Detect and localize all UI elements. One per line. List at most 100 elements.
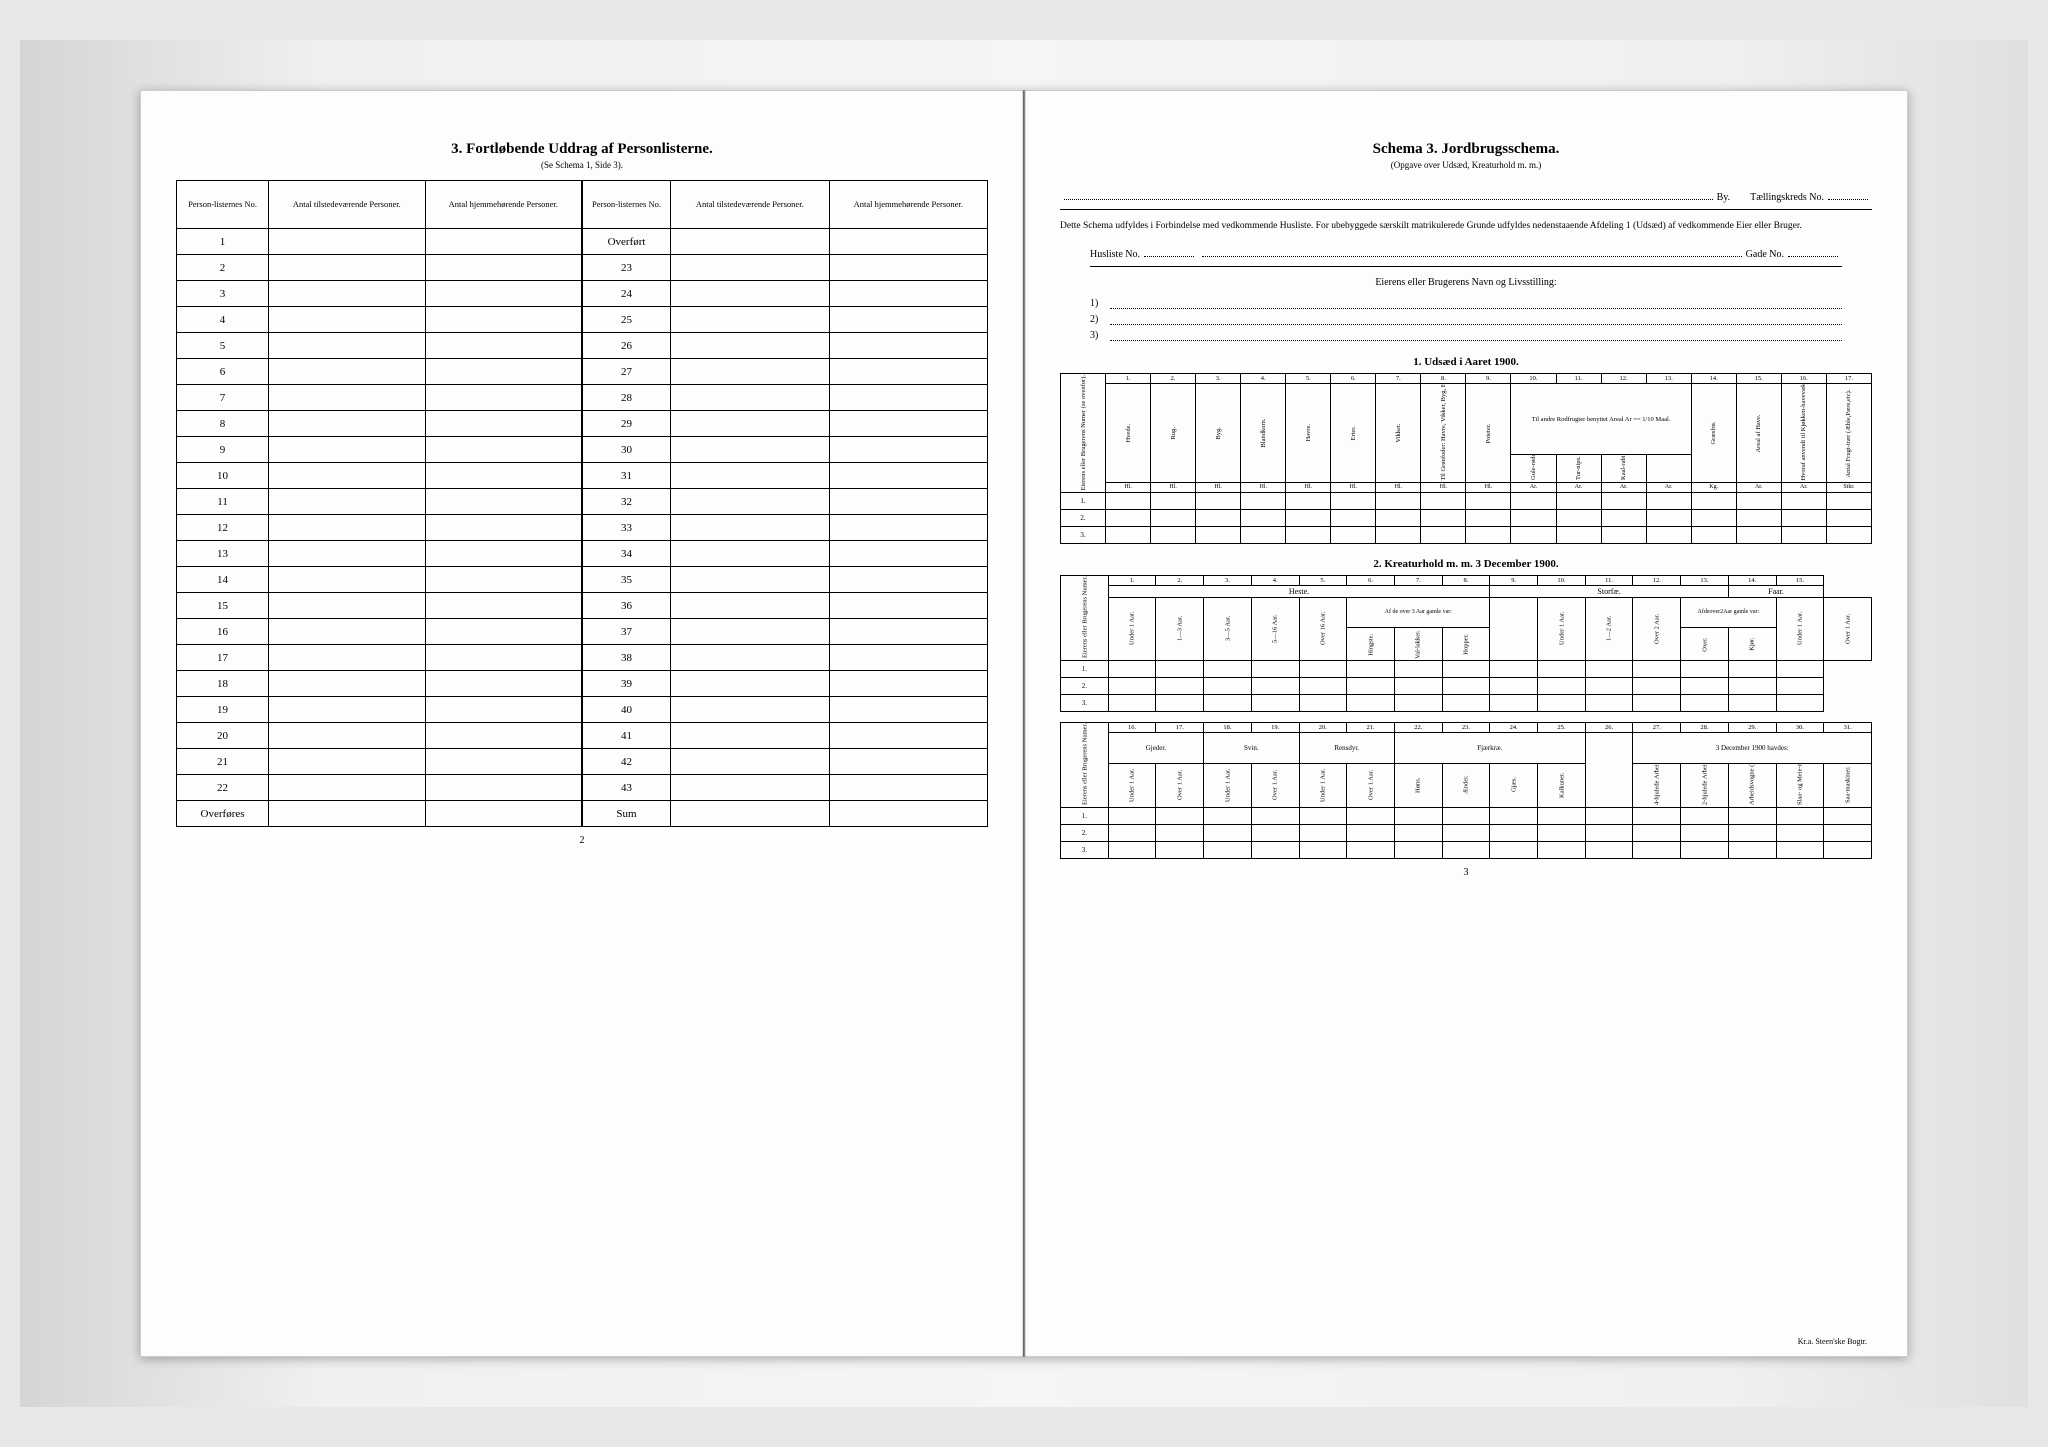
- scan-background: 3. Fortløbende Uddrag af Personlisterne.…: [20, 40, 2028, 1407]
- col-num: 7.: [1376, 374, 1421, 384]
- unit: Hl.: [1421, 482, 1466, 492]
- col-num: 29.: [1728, 722, 1776, 732]
- unit: Ar.: [1601, 482, 1646, 492]
- row-number: 30: [583, 437, 671, 463]
- row-number: 15: [177, 593, 269, 619]
- owner-num: 1): [1090, 298, 1110, 309]
- row-number: 39: [583, 671, 671, 697]
- right-page-number: 3: [1060, 867, 1872, 878]
- col-num: 24.: [1490, 722, 1538, 732]
- by-line: By. Tællingskreds No.: [1060, 190, 1872, 203]
- owner-title: Eierens eller Brugerens Navn og Livsstil…: [1060, 277, 1872, 288]
- col-num: 28.: [1681, 722, 1729, 732]
- row-number: 38: [583, 645, 671, 671]
- group-head: Fjærkræ.: [1394, 732, 1585, 763]
- col-num: 3.: [1204, 575, 1252, 585]
- col-num: 7.: [1394, 575, 1442, 585]
- row-number: 28: [583, 385, 671, 411]
- unit: Hl.: [1376, 482, 1421, 492]
- person-table-b: Person-listernes No. Antal tilstedeværen…: [582, 180, 988, 827]
- col-head: Byg.: [1196, 384, 1241, 483]
- book-spread: 3. Fortløbende Uddrag af Personlisterne.…: [140, 90, 1908, 1357]
- col-num: 21.: [1347, 722, 1395, 732]
- col-head: Erter.: [1331, 384, 1376, 483]
- col-head: Arbeidsvogne (Herogne ikke medregnet).: [1728, 763, 1776, 807]
- row-number: 34: [583, 541, 671, 567]
- row-number: 23: [583, 255, 671, 281]
- col-num: 31.: [1824, 722, 1872, 732]
- overfort-label: Overført: [583, 229, 671, 255]
- col-num: 11.: [1556, 374, 1601, 384]
- row-number: 13: [177, 541, 269, 567]
- unit: Ar.: [1736, 482, 1781, 492]
- col-num: 23.: [1442, 722, 1490, 732]
- row-number: 1: [177, 229, 269, 255]
- col-num: 6.: [1347, 575, 1395, 585]
- row-number: 17: [177, 645, 269, 671]
- col-head: Til Grønfoder: Havre, Vikker, Byg, Erter…: [1421, 384, 1466, 483]
- row-number: 41: [583, 723, 671, 749]
- row-number: 29: [583, 411, 671, 437]
- right-page-title: Schema 3. Jordbrugsschema.: [1060, 141, 1872, 158]
- left-page: 3. Fortløbende Uddrag af Personlisterne.…: [140, 90, 1024, 1357]
- col-head: Under 1 Aar.: [1108, 763, 1156, 807]
- owner-num: 3): [1090, 330, 1110, 341]
- col-head: Høns.: [1394, 763, 1442, 807]
- col-head: 1—3 Aar.: [1156, 597, 1204, 660]
- left-page-number: 2: [176, 835, 988, 846]
- row-num: 2.: [1061, 677, 1109, 694]
- kreatur-table-a: Eierens eller Brugerens Numer.1.2.3.4.5.…: [1060, 575, 1872, 712]
- col-num: 1.: [1106, 374, 1151, 384]
- col-num: 26.: [1585, 722, 1633, 732]
- husliste-line: Husliste No. Gade No.: [1090, 247, 1842, 260]
- col-num: 4.: [1241, 374, 1286, 384]
- col-head: Græsfrø.: [1691, 384, 1736, 483]
- sub-group: Af de over 3 Aar gamle var:: [1347, 597, 1490, 627]
- col-head: Slaa- og Meie-maskiner.: [1776, 763, 1824, 807]
- group-head: Faar.: [1728, 585, 1823, 597]
- row-num: 2.: [1061, 509, 1106, 526]
- col-head: Under 1 Aar.: [1299, 763, 1347, 807]
- row-num: 1.: [1061, 807, 1109, 824]
- row-number: 18: [177, 671, 269, 697]
- col-head: Areal af Have.: [1736, 384, 1781, 483]
- row-num: 1.: [1061, 492, 1106, 509]
- sub-head: Val-lakker.: [1394, 628, 1442, 661]
- col-head: Havre.: [1286, 384, 1331, 483]
- col-num: 12.: [1601, 374, 1646, 384]
- row-number: 10: [177, 463, 269, 489]
- unit: Ar.: [1556, 482, 1601, 492]
- sub-head: Gule-rødder.: [1511, 454, 1556, 482]
- col-head: Poteter.: [1466, 384, 1511, 483]
- printer-mark: Kr.a. Steen'ske Bogtr.: [1798, 1337, 1867, 1346]
- unit: Ar.: [1646, 482, 1691, 492]
- group-head: 3 December 1900 havdes:: [1633, 732, 1872, 763]
- row-number: 43: [583, 775, 671, 801]
- row-number: 27: [583, 359, 671, 385]
- row-num: 3.: [1061, 526, 1106, 543]
- row-number: 5: [177, 333, 269, 359]
- col-num: 15.: [1736, 374, 1781, 384]
- unit: Hl.: [1151, 482, 1196, 492]
- group-head: Rensdyr.: [1299, 732, 1394, 763]
- col-num: 25.: [1538, 722, 1586, 732]
- col-head: Under 1 Aar.: [1776, 597, 1824, 660]
- col-num: 9.: [1466, 374, 1511, 384]
- row-num: 1.: [1061, 660, 1109, 677]
- row-number: 7: [177, 385, 269, 411]
- row-label: Eierens eller Brugerens Numer.: [1061, 575, 1109, 660]
- person-table-a: Person-listernes No. Antal tilstedeværen…: [176, 180, 582, 827]
- person-table-wrap: Person-listernes No. Antal tilstedeværen…: [176, 180, 988, 827]
- col-header: Antal hjemmehørende Personer.: [425, 181, 581, 229]
- row-number: 26: [583, 333, 671, 359]
- col-header: Antal tilstedeværende Personer.: [671, 181, 829, 229]
- col-num: 5.: [1286, 374, 1331, 384]
- col-num: 12.: [1633, 575, 1681, 585]
- sum-label: Sum: [583, 801, 671, 827]
- group-head: Storfæ.: [1490, 585, 1729, 597]
- col-num: 13.: [1646, 374, 1691, 384]
- row-number: 35: [583, 567, 671, 593]
- owner-num: 2): [1090, 314, 1110, 325]
- row-num: 3.: [1061, 694, 1109, 711]
- col-head: Over 2 Aar.: [1633, 597, 1681, 660]
